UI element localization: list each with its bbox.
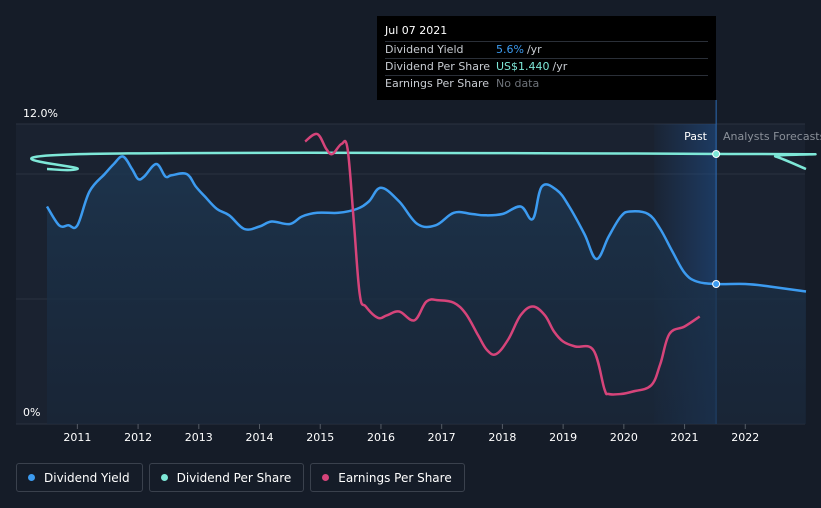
tooltip-value: 5.6% <box>496 43 524 56</box>
tooltip-label: Dividend Yield <box>385 43 464 56</box>
chart-legend: Dividend Yield Dividend Per Share Earnin… <box>16 463 465 492</box>
dividend-per-share-line <box>30 151 817 172</box>
tooltip-unit: /yr <box>552 60 568 73</box>
tooltip-date: Jul 07 2021 <box>385 24 448 37</box>
legend-label: Dividend Per Share <box>176 470 292 485</box>
y-tick-label-top: 12.0% <box>23 107 58 120</box>
legend-dot-icon <box>322 474 330 481</box>
x-tick-label: 2013 <box>185 431 213 444</box>
x-tick-label: 2019 <box>549 431 577 444</box>
x-tick-label: 2015 <box>306 431 334 444</box>
past-region-label: Past <box>684 130 708 143</box>
hover-tooltip: Jul 07 2021 Dividend Yield 5.6% /yr Divi… <box>377 16 716 100</box>
tooltip-value: US$1.440 <box>496 60 550 73</box>
legend-item-dividend-yield[interactable]: Dividend Yield <box>16 463 143 492</box>
dividend-per-share-marker <box>712 150 721 158</box>
tooltip-unit: /yr <box>526 43 542 56</box>
tooltip-row-dividend-yield: Dividend Yield 5.6% /yr <box>385 41 708 58</box>
tooltip-row-earnings-per-share: Earnings Per Share No data <box>385 75 708 92</box>
x-tick-label: 2017 <box>428 431 456 444</box>
tooltip-label: Dividend Per Share <box>385 60 491 73</box>
tooltip-row-dividend-per-share: Dividend Per Share US$1.440 /yr <box>385 58 708 75</box>
earnings-per-share-line <box>304 132 701 396</box>
dividend-chart: 2011 2012 2013 2014 2015 2016 2017 2018 2019 2020… <box>16 100 821 444</box>
x-tick-label: 2018 <box>488 431 516 444</box>
legend-label: Earnings Per Share <box>338 470 452 485</box>
x-tick-label: 2011 <box>63 431 91 444</box>
dividend-yield-marker <box>712 280 721 288</box>
legend-dot-icon <box>160 474 168 481</box>
x-tick-label: 2012 <box>124 431 152 444</box>
legend-item-dividend-per-share[interactable]: Dividend Per Share <box>148 463 305 492</box>
x-tick-label: 2014 <box>246 431 274 444</box>
x-tick-label: 2020 <box>610 431 638 444</box>
forecast-region-label: Analysts Forecasts <box>723 130 821 143</box>
legend-item-earnings-per-share[interactable]: Earnings Per Share <box>310 463 465 492</box>
dividend-yield-line <box>45 155 807 293</box>
tooltip-label: Earnings Per Share <box>385 77 490 90</box>
y-tick-label-bottom: 0% <box>23 406 40 419</box>
tooltip-value: No data <box>496 77 540 90</box>
x-tick-label: 2021 <box>671 431 699 444</box>
legend-dot-icon <box>28 474 35 481</box>
x-tick-label: 2022 <box>731 431 759 444</box>
legend-label: Dividend Yield <box>44 470 130 485</box>
x-tick-label: 2016 <box>367 431 395 444</box>
